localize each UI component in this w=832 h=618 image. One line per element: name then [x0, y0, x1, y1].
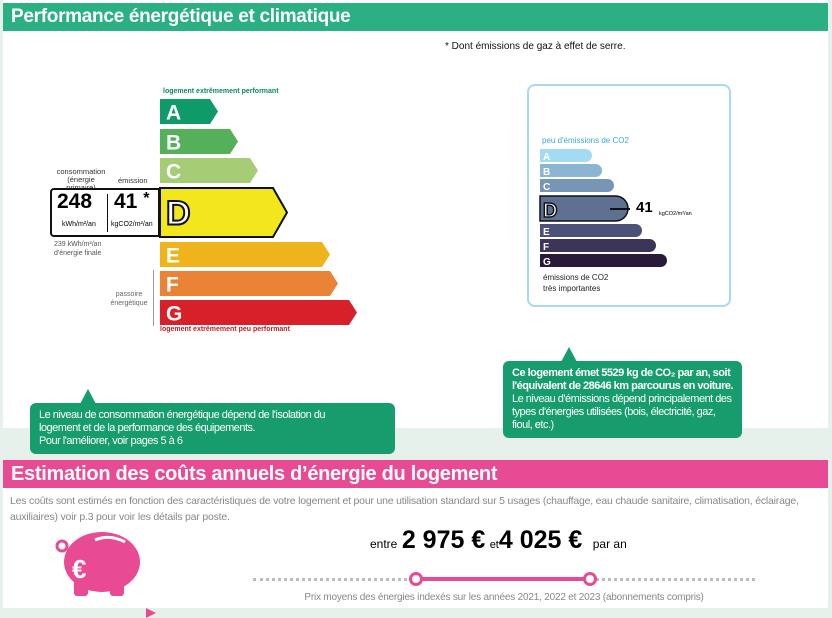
ges-bar-F: [540, 239, 656, 252]
dpe-bar-A: [160, 99, 218, 124]
consumption-label-text: consommation: [56, 167, 106, 176]
dpe-value-box: 248 kWh/m²/an 41 * kgCO2/m²/an: [50, 188, 160, 237]
ges-bottom-line2: très importantes: [543, 284, 601, 293]
cost-range: entre 2 975 € et4 025 € par an: [370, 526, 627, 555]
dpe-bottom-label: logement extrêmement peu performant: [160, 326, 290, 333]
emission-label: émission: [118, 176, 148, 185]
ges-letter-G: G: [543, 257, 551, 268]
passoire-line2: énergétique: [110, 300, 148, 307]
tip-left-line2: logement et de la performance des équipe…: [39, 422, 256, 434]
final-energy: 239 kWh/m²/an d'énergie finale: [54, 240, 101, 258]
dpe-bar-D: [159, 187, 289, 238]
ges-bar-E: [540, 224, 642, 237]
ges-value: 41: [636, 199, 653, 216]
dpe-bar-E: [160, 242, 330, 267]
svg-text:€: €: [72, 554, 86, 584]
consumption-label: consommation(énergie primaire): [54, 168, 108, 192]
emission-value: 41: [114, 190, 138, 213]
ges-letter-B: B: [543, 167, 550, 178]
dpe-bar-F: [160, 271, 338, 296]
dpe-top-label: logement extrêmement performant: [163, 88, 279, 95]
cost-panel: [3, 488, 828, 608]
dpe-bar-B: [160, 129, 238, 154]
price-range-fill: [416, 577, 590, 581]
tip-left-line3: Pour l'améliorer, voir pages 5 à 6: [39, 435, 183, 447]
tip-right-line2: l'équivalent de 28646 km parcourus en vo…: [512, 380, 734, 392]
per-year-label: par an: [592, 537, 627, 551]
section-title-costs: Estimation des coûts annuels d’énergie d…: [3, 460, 828, 488]
consumption-tooltip: Le niveau de consommation énergétique dé…: [30, 389, 395, 454]
dpe-letter-E: E: [166, 245, 180, 268]
emission-value-wrap: 41 *: [114, 190, 149, 214]
section-title-performance: Performance énergétique et climatique: [3, 3, 828, 31]
dpe-letter-C: C: [166, 161, 181, 184]
ges-top-label: peu d'émissions de CO2: [542, 136, 629, 145]
ges-letter-A: A: [543, 152, 550, 163]
passoire-line1: passoire: [115, 291, 143, 298]
and-label: et: [489, 539, 499, 551]
final-energy-value: 239 kWh/m²/an: [54, 241, 102, 248]
cost-max: 4 025 €: [498, 526, 583, 554]
value-divider: [107, 194, 108, 232]
tip-right-line5: fioul, etc.): [512, 419, 554, 431]
ges-letter-D: D: [543, 200, 557, 222]
consumption-sub-text: (énergie primaire): [66, 175, 96, 192]
tip-right-line3: Le niveau d'émissions dépend principalem…: [512, 393, 732, 405]
ges-bar-B: [540, 164, 602, 177]
passoire-label: passoire énergétique: [108, 290, 150, 308]
emission-unit: kgCO2/m²/an: [111, 221, 153, 228]
pointer-arrow-icon: [146, 608, 156, 618]
ges-letter-F: F: [543, 242, 549, 253]
tip-right-line4: types d'énergies utilisées (bois, électr…: [512, 406, 716, 418]
consumption-unit: kWh/m²/an: [62, 221, 96, 228]
ges-bottom-label: émissions de CO2 très importantes: [543, 272, 608, 294]
ges-unit: kgCO2/m²/an: [659, 211, 692, 217]
dpe-letter-G: G: [166, 303, 182, 326]
range-max-handle: [583, 572, 597, 586]
cost-min: 2 975 €: [401, 526, 486, 554]
dpe-letter-D: D: [166, 195, 191, 233]
ges-bar-D: [539, 195, 629, 222]
ges-bar-C: [540, 179, 614, 192]
ges-bottom-line1: émissions de CO2: [543, 273, 609, 282]
emission-tooltip: Ce logement émet 5529 kg de CO₂ par an, …: [503, 347, 743, 438]
piggy-bank-icon: €: [55, 532, 140, 596]
emission-star: *: [143, 190, 150, 207]
ges-letter-C: C: [543, 182, 550, 193]
dpe-letter-F: F: [166, 274, 179, 297]
dpe-letter-B: B: [166, 132, 181, 155]
price-caption: Prix moyens des énergies indexés sur les…: [304, 592, 704, 603]
final-energy-label: d'énergie finale: [54, 250, 102, 257]
footnote: * Dont émissions de gaz à effet de serre…: [445, 41, 626, 52]
ges-bar-G: [540, 254, 667, 267]
dpe-bar-G: [160, 300, 357, 325]
ges-bar-A: [540, 149, 592, 162]
dpe-bar-C: [160, 158, 258, 183]
tip-left-line1: Le niveau de consommation énergétique dé…: [39, 409, 326, 421]
ges-letter-E: E: [543, 227, 550, 238]
consumption-value: 248: [57, 190, 93, 213]
range-min-handle: [409, 572, 423, 586]
between-label: entre: [370, 537, 398, 551]
tip-right-line1: Ce logement émet 5529 kg de CO₂ par an, …: [512, 367, 731, 379]
dpe-letter-A: A: [166, 102, 181, 125]
passoire-divider: [153, 270, 154, 326]
cost-description: Les coûts sont estimés en fonction des c…: [10, 495, 799, 523]
ges-pointer-line: [610, 208, 630, 210]
